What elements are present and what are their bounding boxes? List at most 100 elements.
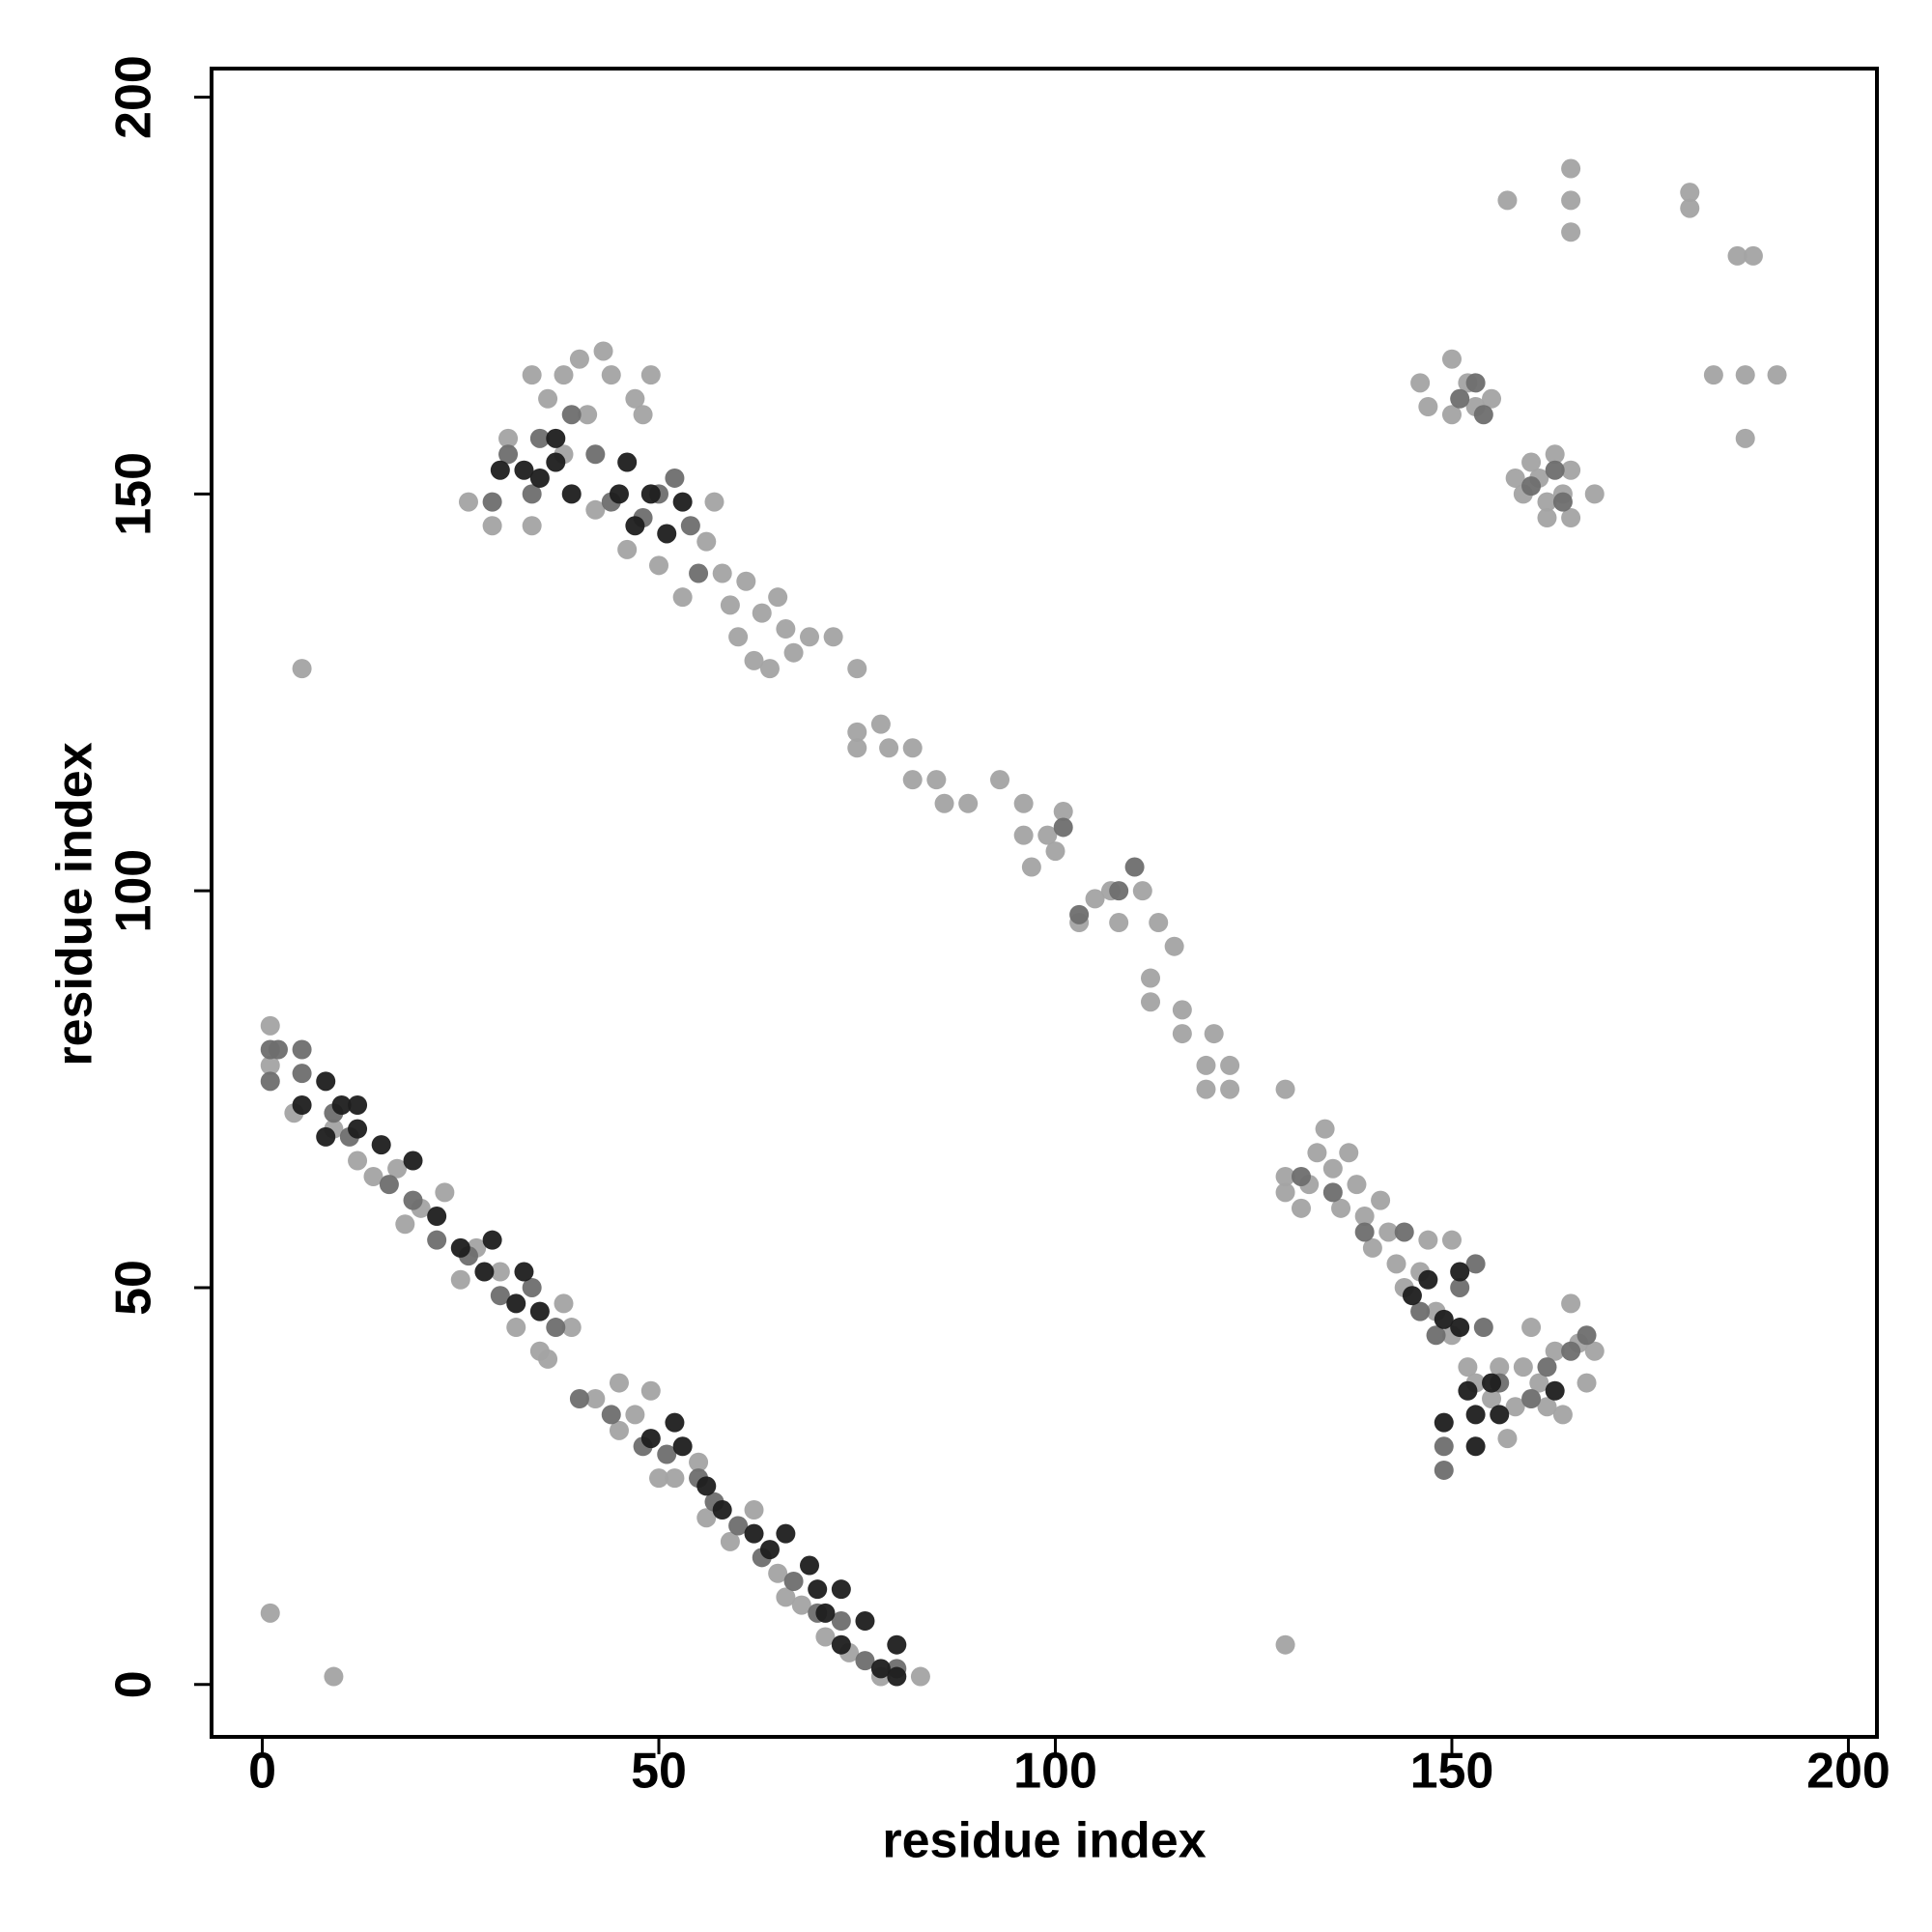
point [1418, 397, 1438, 417]
y-tick-label: 100 [106, 849, 162, 933]
point [768, 587, 788, 608]
point [1482, 388, 1502, 409]
point [1680, 198, 1700, 218]
point [1220, 1055, 1240, 1075]
point [847, 738, 867, 758]
point [1109, 913, 1129, 933]
point [514, 1262, 534, 1282]
point [1561, 190, 1581, 211]
point [1584, 484, 1605, 504]
point [1053, 817, 1073, 838]
point [1561, 222, 1581, 242]
point [435, 1182, 455, 1203]
point [665, 468, 685, 488]
point [640, 1380, 661, 1401]
point [1450, 388, 1470, 409]
y-tick-label: 150 [106, 452, 162, 536]
point [744, 1500, 764, 1520]
point [1545, 460, 1565, 480]
point [1450, 1277, 1470, 1297]
point [855, 1611, 875, 1632]
point [403, 1190, 423, 1210]
point [498, 444, 519, 465]
point [1497, 190, 1518, 211]
point [744, 650, 764, 670]
point [665, 1412, 685, 1433]
point [482, 492, 502, 512]
point [759, 659, 780, 679]
point [1545, 444, 1565, 465]
point [522, 365, 542, 385]
point [704, 492, 724, 512]
point [514, 460, 534, 480]
point [1132, 881, 1152, 901]
point [371, 1135, 391, 1155]
point [736, 571, 756, 591]
point [529, 468, 550, 488]
point [450, 1237, 470, 1258]
point [902, 738, 923, 758]
point [728, 627, 749, 647]
point [1552, 1405, 1573, 1425]
point [1561, 508, 1581, 528]
point [1465, 1254, 1486, 1274]
point [672, 1436, 693, 1457]
point [260, 1015, 280, 1036]
point [625, 516, 645, 536]
point [1482, 1373, 1502, 1393]
point [585, 499, 606, 520]
point [1172, 1024, 1192, 1044]
point [1347, 1175, 1367, 1195]
point [1473, 1318, 1493, 1338]
point [1141, 992, 1161, 1012]
point [696, 1476, 717, 1496]
point [791, 1595, 811, 1615]
point [783, 1571, 804, 1591]
point [1275, 1079, 1295, 1099]
point [870, 714, 891, 734]
point [490, 1262, 510, 1282]
point [934, 793, 954, 813]
point [546, 452, 566, 472]
point [490, 1286, 510, 1306]
point [1490, 1405, 1510, 1425]
point [1441, 405, 1462, 425]
point [680, 516, 700, 536]
point [649, 1468, 669, 1489]
point [316, 1071, 336, 1092]
point [609, 1373, 629, 1393]
point [1386, 1254, 1406, 1274]
point [1545, 1380, 1565, 1401]
point [1315, 1119, 1335, 1139]
point [569, 349, 589, 369]
point [1561, 1293, 1581, 1314]
y-tick-label: 200 [106, 55, 162, 139]
point [593, 341, 613, 361]
point [1275, 1182, 1295, 1203]
point [887, 1634, 907, 1655]
point [578, 405, 598, 425]
point [260, 1071, 280, 1092]
point [1418, 1230, 1438, 1250]
point [808, 1579, 828, 1600]
point [538, 388, 558, 409]
point [926, 770, 947, 790]
point [427, 1207, 447, 1227]
point [609, 1420, 629, 1440]
point [1196, 1079, 1216, 1099]
point [768, 1563, 788, 1583]
point [1561, 460, 1581, 480]
point [990, 770, 1010, 790]
point [879, 738, 899, 758]
point [1505, 1397, 1525, 1417]
point [331, 1095, 352, 1116]
point [569, 1388, 589, 1408]
point [1458, 1357, 1478, 1378]
point [776, 619, 796, 639]
point [324, 1666, 344, 1687]
point [609, 484, 629, 504]
point [831, 1579, 851, 1600]
point [625, 388, 645, 409]
